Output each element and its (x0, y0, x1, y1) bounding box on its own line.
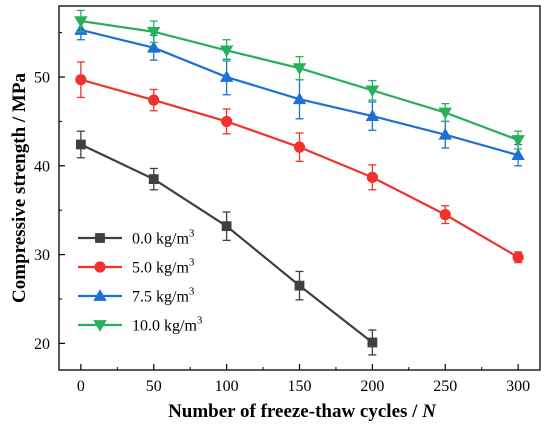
legend-label-superscript: 3 (189, 286, 195, 298)
legend-marker (95, 233, 105, 243)
x-tick-label: 250 (433, 378, 457, 395)
data-point (511, 135, 525, 147)
tick-marks (59, 32, 519, 370)
x-axis-title-main: Number of freeze-thaw cycles / (168, 401, 422, 422)
data-point (75, 74, 87, 86)
legend-label-text: 0.0 kg/m (132, 231, 189, 248)
data-point (147, 40, 161, 53)
legend-label: 5.0 kg/m3 (132, 257, 195, 277)
legend-entry: 7.5 kg/m3 (78, 286, 195, 306)
data-point (219, 45, 234, 58)
x-axis-title: Number of freeze-thaw cycles / N (168, 401, 437, 422)
legend-marker (93, 320, 107, 332)
data-point (292, 63, 307, 75)
legend-marker (93, 289, 107, 301)
legend-entry: 0.0 kg/m3 (78, 228, 195, 248)
series-0 (75, 130, 378, 356)
y-axis-title: Compressive strength / MPa (9, 73, 30, 303)
data-point (292, 92, 307, 105)
legend-marker (94, 261, 106, 273)
legend-label-superscript: 3 (189, 228, 195, 240)
legend-label-text: 7.5 kg/m (132, 289, 189, 306)
legend-entry: 5.0 kg/m3 (78, 257, 195, 277)
legend-label-superscript: 3 (189, 257, 195, 269)
x-tick-label: 0 (77, 378, 85, 395)
data-point (367, 337, 378, 348)
legend-label-superscript: 3 (197, 315, 203, 327)
series-1 (75, 61, 524, 264)
legend-label: 10.0 kg/m3 (132, 315, 203, 335)
data-point (147, 26, 161, 39)
data-point (148, 174, 159, 185)
x-tick-label: 150 (288, 378, 312, 395)
series-2 (74, 19, 525, 167)
series-layer (74, 9, 525, 356)
legend-entry: 10.0 kg/m3 (78, 315, 203, 335)
y-tick-label: 20 (34, 336, 50, 353)
legend-label: 0.0 kg/m3 (132, 228, 195, 248)
data-point (511, 148, 525, 161)
y-tick-label: 30 (34, 247, 50, 264)
data-point (148, 94, 160, 106)
data-point (366, 171, 378, 183)
data-point (512, 251, 524, 263)
data-point (365, 85, 380, 98)
data-point (221, 221, 232, 232)
legend-label-text: 10.0 kg/m (132, 318, 197, 335)
x-tick-label: 50 (146, 378, 162, 395)
data-point (293, 141, 306, 153)
y-tick-label: 40 (34, 158, 50, 175)
tick-labels: 0 50 100 150 200 250 300 20 30 40 50 (34, 70, 530, 395)
x-tick-label: 300 (506, 378, 530, 395)
legend-label-text: 5.0 kg/m (132, 260, 189, 277)
x-axis-title-variable: N (421, 401, 437, 422)
data-point (75, 139, 86, 150)
data-point (438, 127, 452, 140)
legend-label: 7.5 kg/m3 (132, 286, 195, 306)
series-line (80, 143, 374, 344)
plot-frame (58, 5, 541, 371)
y-tick-label: 50 (34, 70, 50, 87)
x-tick-label: 200 (360, 378, 384, 395)
data-point (74, 16, 88, 28)
series-3 (74, 9, 525, 150)
x-tick-label: 100 (215, 378, 239, 395)
data-point (438, 107, 452, 120)
data-point (219, 70, 234, 82)
data-point (294, 280, 305, 291)
data-point (439, 209, 451, 221)
data-point (221, 115, 233, 128)
data-point (365, 109, 380, 121)
